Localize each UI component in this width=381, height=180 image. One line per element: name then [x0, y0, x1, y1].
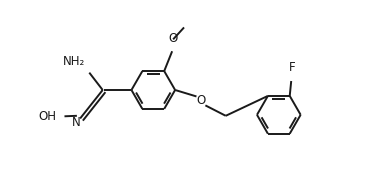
Text: NH₂: NH₂	[63, 55, 85, 68]
Text: O: O	[196, 94, 205, 107]
Text: F: F	[289, 61, 296, 74]
Text: O: O	[168, 32, 178, 45]
Text: OH: OH	[38, 110, 56, 123]
Text: N: N	[72, 116, 81, 129]
